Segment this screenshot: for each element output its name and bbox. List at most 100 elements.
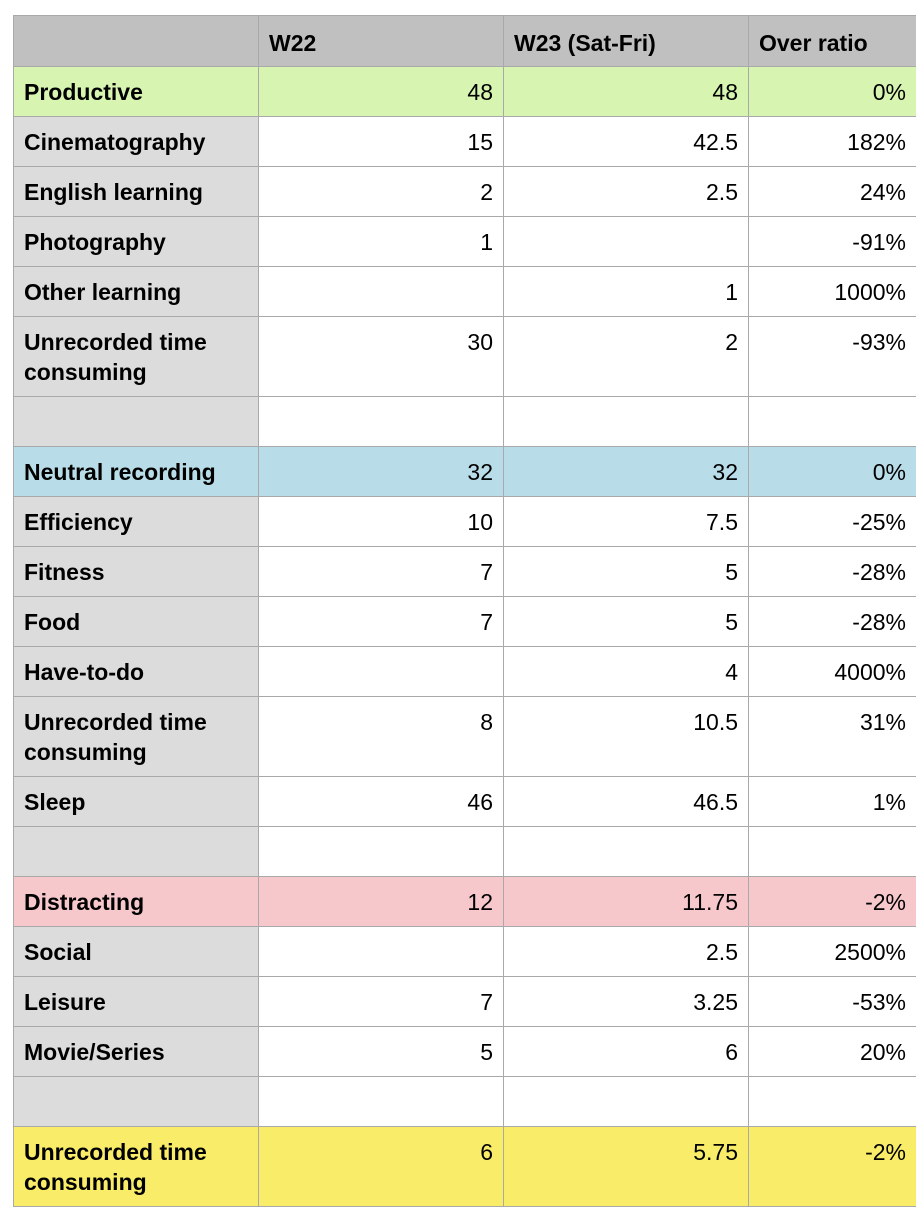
w23-value-cell[interactable]: 48 [503, 66, 749, 117]
w23-value-cell[interactable]: 2.5 [503, 166, 749, 217]
w23-value-cell-text: 3.25 [693, 989, 738, 1015]
w23-value-cell[interactable]: 2.5 [503, 926, 749, 977]
over-ratio-cell[interactable]: -53% [748, 976, 916, 1027]
over-ratio-cell-text: -2% [865, 889, 906, 915]
w23-value-cell[interactable]: 4 [503, 646, 749, 697]
w23-value-cell[interactable]: 42.5 [503, 116, 749, 167]
table-row: Unrecorded time consuming 6 5.75 -2% [13, 1126, 916, 1207]
over-ratio-cell[interactable]: -91% [748, 216, 916, 267]
row-label-cell[interactable]: Efficiency [13, 496, 259, 547]
over-ratio-cell[interactable] [748, 1076, 916, 1127]
w23-value-cell[interactable]: 7.5 [503, 496, 749, 547]
row-label-cell[interactable]: Other learning [13, 266, 259, 317]
w22-value-cell[interactable] [258, 826, 504, 877]
w22-value-cell[interactable]: 8 [258, 696, 504, 777]
row-label-cell[interactable] [13, 1076, 259, 1127]
w22-value-cell[interactable]: 10 [258, 496, 504, 547]
row-label-cell[interactable]: Unrecorded time consuming [13, 1126, 259, 1207]
row-label-cell[interactable]: Food [13, 596, 259, 647]
w23-value-cell[interactable]: 2 [503, 316, 749, 397]
row-label-cell[interactable]: Have-to-do [13, 646, 259, 697]
over-ratio-cell[interactable] [748, 396, 916, 447]
over-ratio-cell[interactable]: 1000% [748, 266, 916, 317]
w22-value-cell[interactable]: 7 [258, 596, 504, 647]
row-label-cell[interactable]: Productive [13, 66, 259, 117]
row-label-cell[interactable]: Cinematography [13, 116, 259, 167]
row-label-cell[interactable]: English learning [13, 166, 259, 217]
w22-value-cell-text: 15 [467, 129, 493, 155]
w22-value-cell[interactable]: 7 [258, 976, 504, 1027]
w23-value-cell[interactable]: 3.25 [503, 976, 749, 1027]
over-ratio-cell[interactable]: 31% [748, 696, 916, 777]
w23-value-cell-text: 2 [725, 329, 738, 355]
table-row: Photography 1 -91% [13, 216, 916, 267]
over-ratio-cell[interactable]: -2% [748, 876, 916, 927]
w23-value-cell[interactable]: 5.75 [503, 1126, 749, 1207]
w22-value-cell[interactable] [258, 1076, 504, 1127]
w22-value-cell[interactable]: 5 [258, 1026, 504, 1077]
over-ratio-cell[interactable]: 2500% [748, 926, 916, 977]
row-label-cell[interactable]: Fitness [13, 546, 259, 597]
w23-value-cell[interactable] [503, 826, 749, 877]
w22-value-cell[interactable]: 12 [258, 876, 504, 927]
row-label-cell[interactable]: Movie/Series [13, 1026, 259, 1077]
w23-value-cell[interactable] [503, 1076, 749, 1127]
over-ratio-cell[interactable]: -28% [748, 546, 916, 597]
w23-value-cell[interactable]: 5 [503, 596, 749, 647]
w22-value-cell[interactable]: 32 [258, 446, 504, 497]
w22-value-cell[interactable] [258, 396, 504, 447]
over-ratio-cell[interactable]: -2% [748, 1126, 916, 1207]
w23-value-cell[interactable]: 46.5 [503, 776, 749, 827]
w23-value-cell[interactable]: 32 [503, 446, 749, 497]
w22-value-cell[interactable]: 2 [258, 166, 504, 217]
w23-value-cell[interactable]: 5 [503, 546, 749, 597]
over-ratio-cell[interactable]: 182% [748, 116, 916, 167]
row-label-cell[interactable] [13, 826, 259, 877]
w23-value-cell[interactable]: 10.5 [503, 696, 749, 777]
w22-value-cell[interactable]: 30 [258, 316, 504, 397]
w22-value-cell[interactable] [258, 266, 504, 317]
row-label-cell[interactable]: Unrecorded time consuming [13, 696, 259, 777]
w23-value-cell-text: 5 [725, 609, 738, 635]
w22-value-cell[interactable]: 1 [258, 216, 504, 267]
header-cell-over-ratio[interactable]: Over ratio [748, 15, 916, 67]
over-ratio-cell[interactable]: 4000% [748, 646, 916, 697]
w23-value-cell[interactable]: 6 [503, 1026, 749, 1077]
over-ratio-cell[interactable]: 20% [748, 1026, 916, 1077]
header-cell-w22[interactable]: W22 [258, 15, 504, 67]
row-label-cell[interactable]: Neutral recording [13, 446, 259, 497]
w22-value-cell[interactable]: 6 [258, 1126, 504, 1207]
over-ratio-cell[interactable]: -28% [748, 596, 916, 647]
w22-value-cell[interactable]: 48 [258, 66, 504, 117]
w22-value-cell[interactable] [258, 646, 504, 697]
row-label-cell-text: Productive [24, 79, 143, 105]
row-label-cell[interactable]: Sleep [13, 776, 259, 827]
over-ratio-cell[interactable]: -93% [748, 316, 916, 397]
over-ratio-cell-text: 31% [859, 709, 906, 735]
w23-value-cell[interactable] [503, 396, 749, 447]
row-label-cell[interactable]: Leisure [13, 976, 259, 1027]
w22-value-cell[interactable]: 15 [258, 116, 504, 167]
row-label-cell[interactable]: Unrecorded time consuming [13, 316, 259, 397]
w23-value-cell[interactable]: 11.75 [503, 876, 749, 927]
row-label-cell[interactable]: Photography [13, 216, 259, 267]
over-ratio-cell-text: 0% [872, 459, 906, 485]
table-row: Productive 48 48 0% [13, 66, 916, 117]
w22-value-cell[interactable] [258, 926, 504, 977]
over-ratio-cell[interactable]: 1% [748, 776, 916, 827]
w23-value-cell[interactable]: 1 [503, 266, 749, 317]
row-label-cell[interactable]: Social [13, 926, 259, 977]
over-ratio-cell[interactable]: 0% [748, 446, 916, 497]
row-label-cell-text: Distracting [24, 889, 145, 915]
row-label-cell[interactable]: Distracting [13, 876, 259, 927]
over-ratio-cell[interactable]: -25% [748, 496, 916, 547]
w22-value-cell[interactable]: 46 [258, 776, 504, 827]
header-cell-corner[interactable] [13, 15, 259, 67]
w23-value-cell[interactable] [503, 216, 749, 267]
over-ratio-cell[interactable]: 0% [748, 66, 916, 117]
header-cell-w23[interactable]: W23 (Sat-Fri) [503, 15, 749, 67]
over-ratio-cell[interactable] [748, 826, 916, 877]
w22-value-cell[interactable]: 7 [258, 546, 504, 597]
over-ratio-cell[interactable]: 24% [748, 166, 916, 217]
row-label-cell[interactable] [13, 396, 259, 447]
